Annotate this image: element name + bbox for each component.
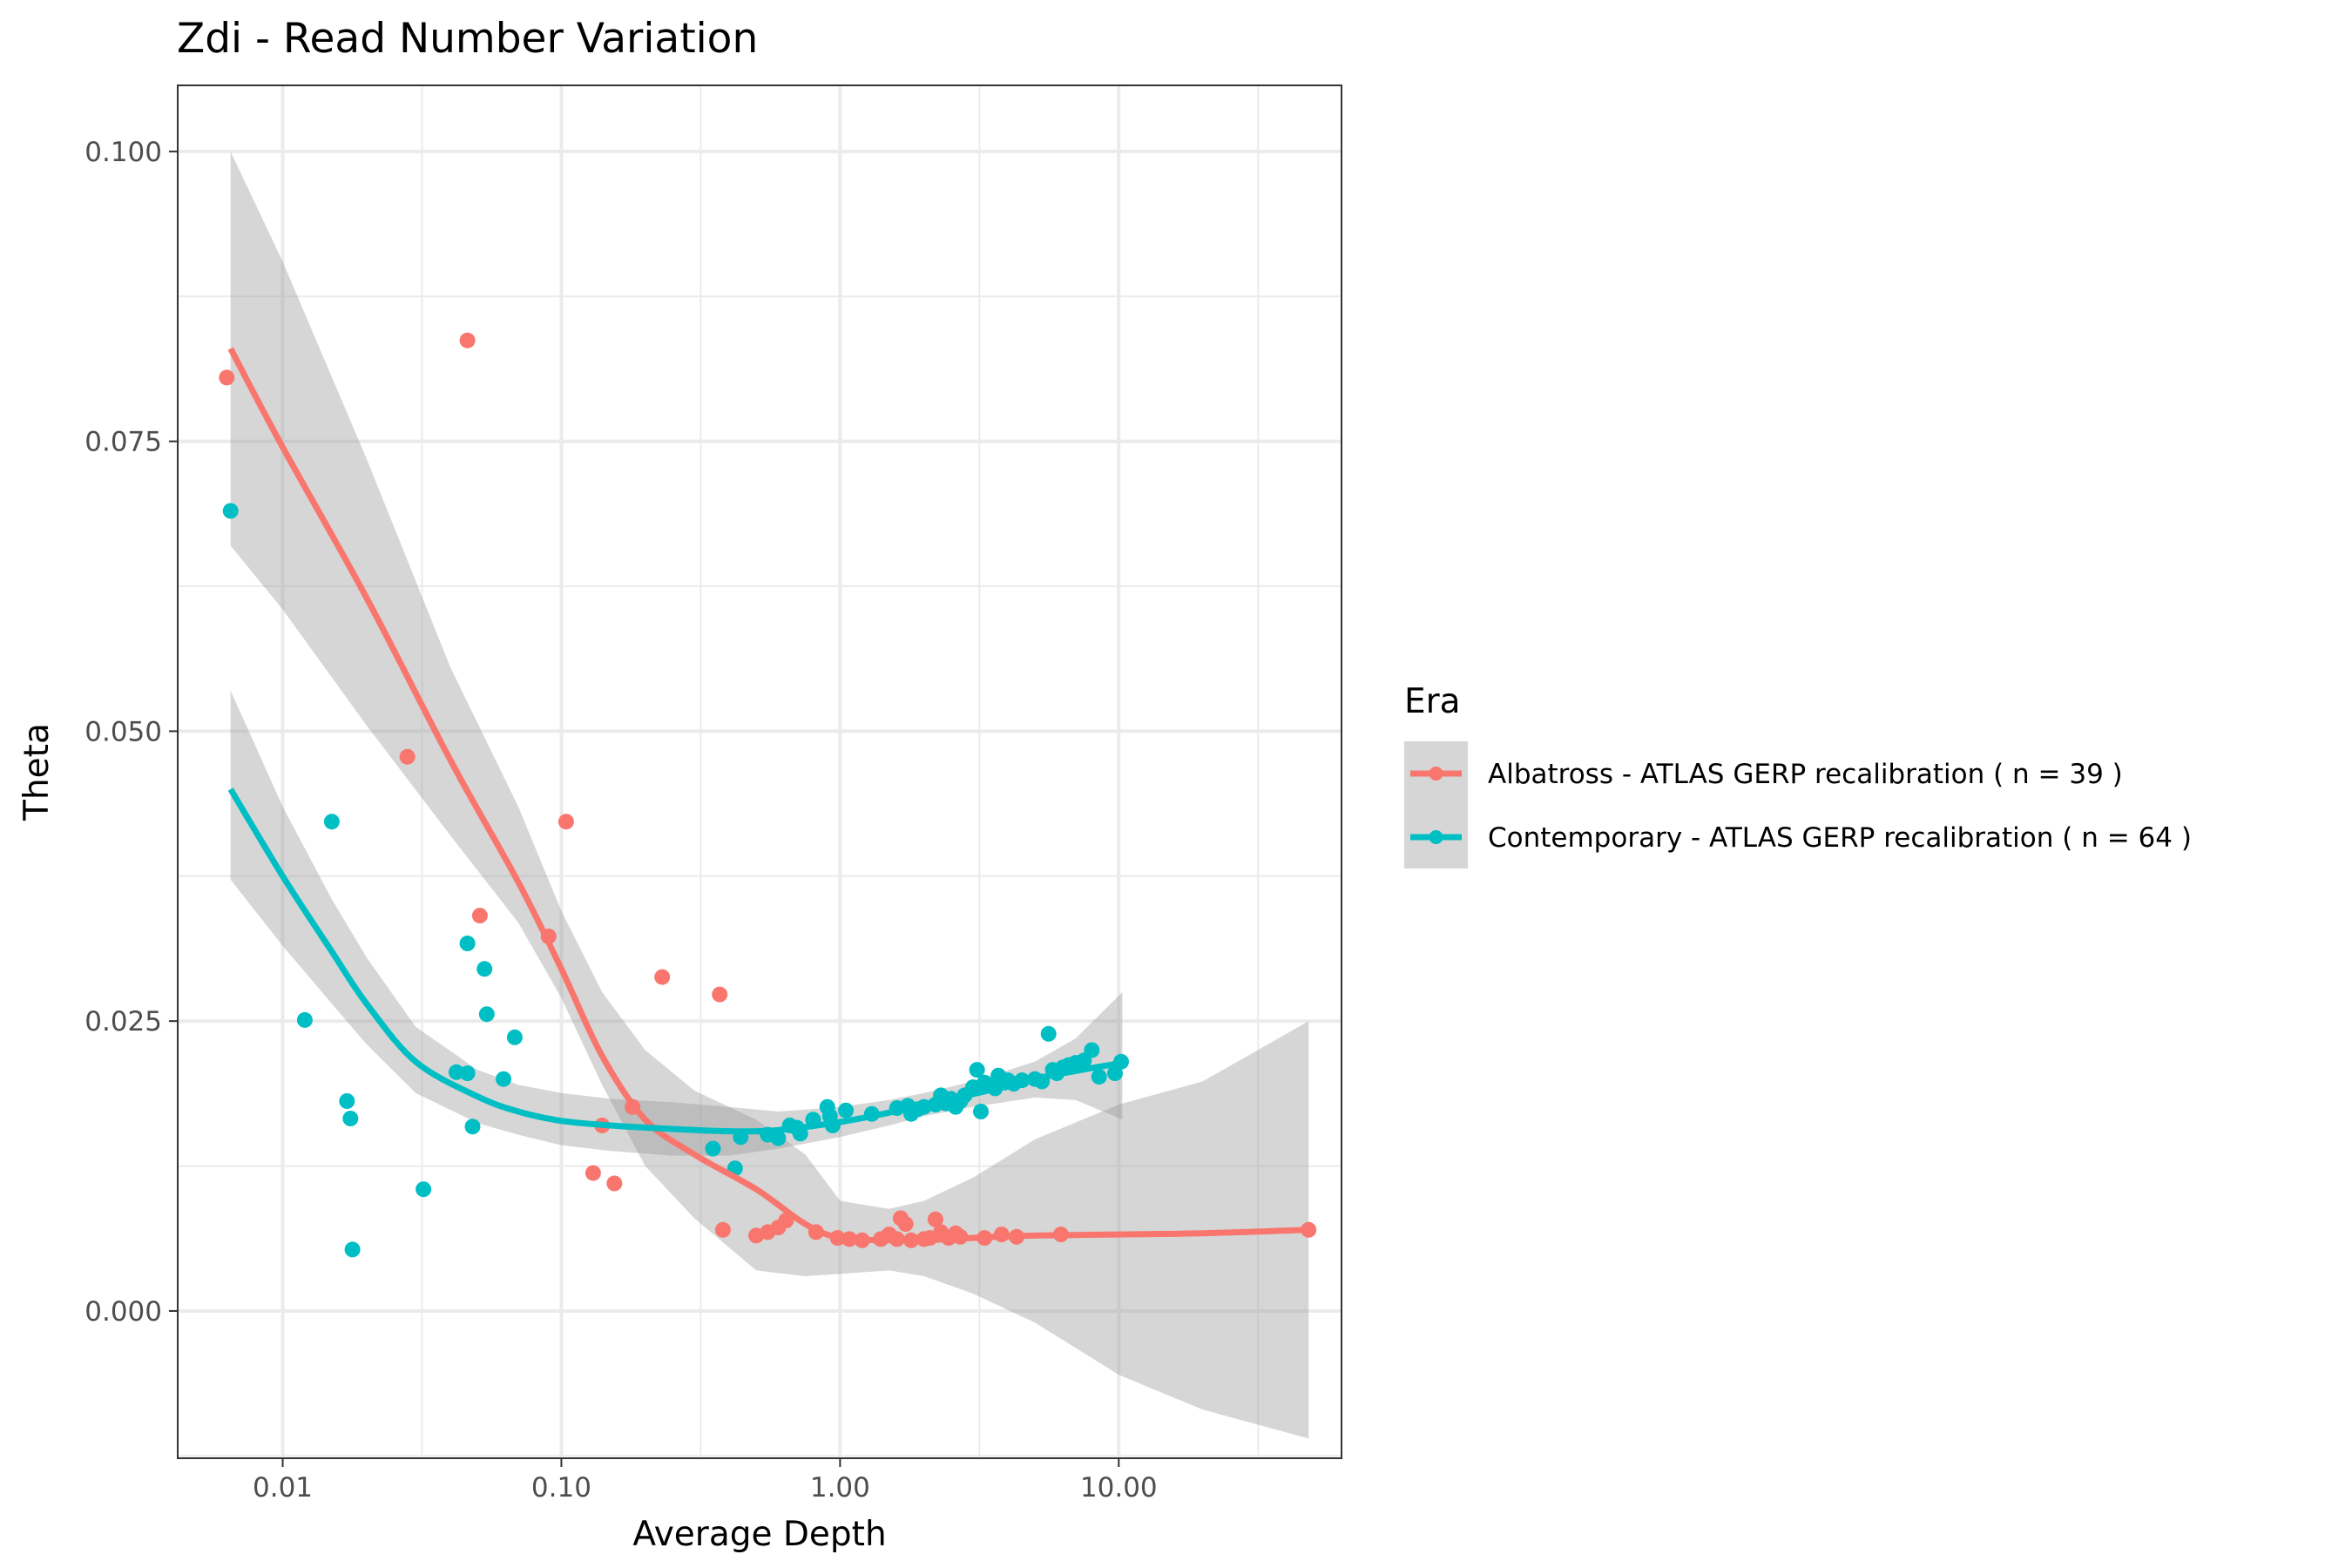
chart-title: Zdi - Read Number Variation xyxy=(177,15,758,63)
y-tick-label: 0.075 xyxy=(84,427,162,458)
confidence-ribbons xyxy=(230,151,1309,1439)
data-point-series-1 xyxy=(973,1104,989,1119)
data-point-series-0 xyxy=(558,814,574,830)
data-point-series-1 xyxy=(969,1062,985,1078)
data-point-series-0 xyxy=(712,986,728,1003)
data-point-series-1 xyxy=(1091,1069,1107,1085)
x-axis: 0.01 0.10 1.00 10.00 xyxy=(253,1458,1158,1504)
legend-key-point xyxy=(1429,767,1443,781)
data-point-series-0 xyxy=(927,1211,943,1227)
x-tick-label: 0.10 xyxy=(531,1472,591,1504)
data-point-series-1 xyxy=(496,1071,511,1087)
data-point-series-0 xyxy=(471,908,488,924)
plot-panel-border xyxy=(177,84,1342,1459)
y-axis-title: Theta xyxy=(17,723,57,821)
legend: Era Albatross - ATLAS GERP recalibration… xyxy=(1404,682,2192,868)
data-point-series-0 xyxy=(459,332,476,348)
legend-items: Albatross - ATLAS GERP recalibration ( n… xyxy=(1404,741,2192,868)
data-point-series-1 xyxy=(459,936,476,951)
y-tick-label: 0.100 xyxy=(84,137,162,168)
x-tick-label: 0.01 xyxy=(253,1472,313,1504)
data-point-series-1 xyxy=(323,814,340,830)
confidence-ribbon-0 xyxy=(230,151,1309,1439)
y-tick-label: 0.050 xyxy=(84,716,162,747)
data-point-series-0 xyxy=(714,1221,731,1238)
data-point-series-0 xyxy=(399,748,416,765)
data-point-series-1 xyxy=(342,1111,359,1126)
data-point-series-0 xyxy=(654,969,671,985)
y-axis: 0.000 0.025 0.050 0.075 0.100 xyxy=(84,137,178,1328)
data-point-series-1 xyxy=(344,1241,361,1258)
data-point-series-1 xyxy=(1076,1052,1092,1069)
smooth-line-series-0 xyxy=(227,347,1309,1244)
data-point-series-1 xyxy=(506,1029,523,1045)
grid-major xyxy=(178,85,1342,1458)
data-point-series-1 xyxy=(705,1140,721,1157)
legend-label-series-0: Albatross - ATLAS GERP recalibration ( n… xyxy=(1488,759,2123,790)
y-tick-label: 0.025 xyxy=(84,1006,162,1037)
data-point-series-0 xyxy=(897,1216,914,1233)
data-point-series-0 xyxy=(585,1165,601,1181)
data-point-series-0 xyxy=(770,1220,787,1236)
legend-label-series-1: Contemporary - ATLAS GERP recalibration … xyxy=(1488,822,2192,854)
data-point-series-1 xyxy=(476,961,493,977)
x-tick-label: 1.00 xyxy=(810,1472,870,1504)
data-point-series-0 xyxy=(606,1175,623,1192)
data-point-series-1 xyxy=(1107,1065,1123,1082)
data-point-series-1 xyxy=(1040,1025,1057,1042)
data-point-series-1 xyxy=(459,1065,476,1082)
data-point-series-0 xyxy=(219,369,235,386)
data-point-series-1 xyxy=(464,1119,481,1135)
smooth-lines xyxy=(227,347,1309,1244)
x-axis-title: Average Depth xyxy=(632,1515,886,1554)
y-tick-label: 0.000 xyxy=(84,1296,162,1328)
plot-area xyxy=(177,84,1342,1459)
legend-title: Era xyxy=(1404,682,1461,721)
data-point-series-1 xyxy=(339,1093,355,1109)
legend-key-point xyxy=(1429,830,1443,844)
x-tick-label: 10.00 xyxy=(1080,1472,1158,1504)
data-point-series-1 xyxy=(838,1102,855,1119)
data-point-series-1 xyxy=(222,503,239,519)
data-point-series-1 xyxy=(296,1011,313,1028)
data-point-series-1 xyxy=(478,1006,495,1023)
smooth-line-series-1 xyxy=(227,787,1124,1135)
data-point-series-1 xyxy=(416,1181,432,1198)
